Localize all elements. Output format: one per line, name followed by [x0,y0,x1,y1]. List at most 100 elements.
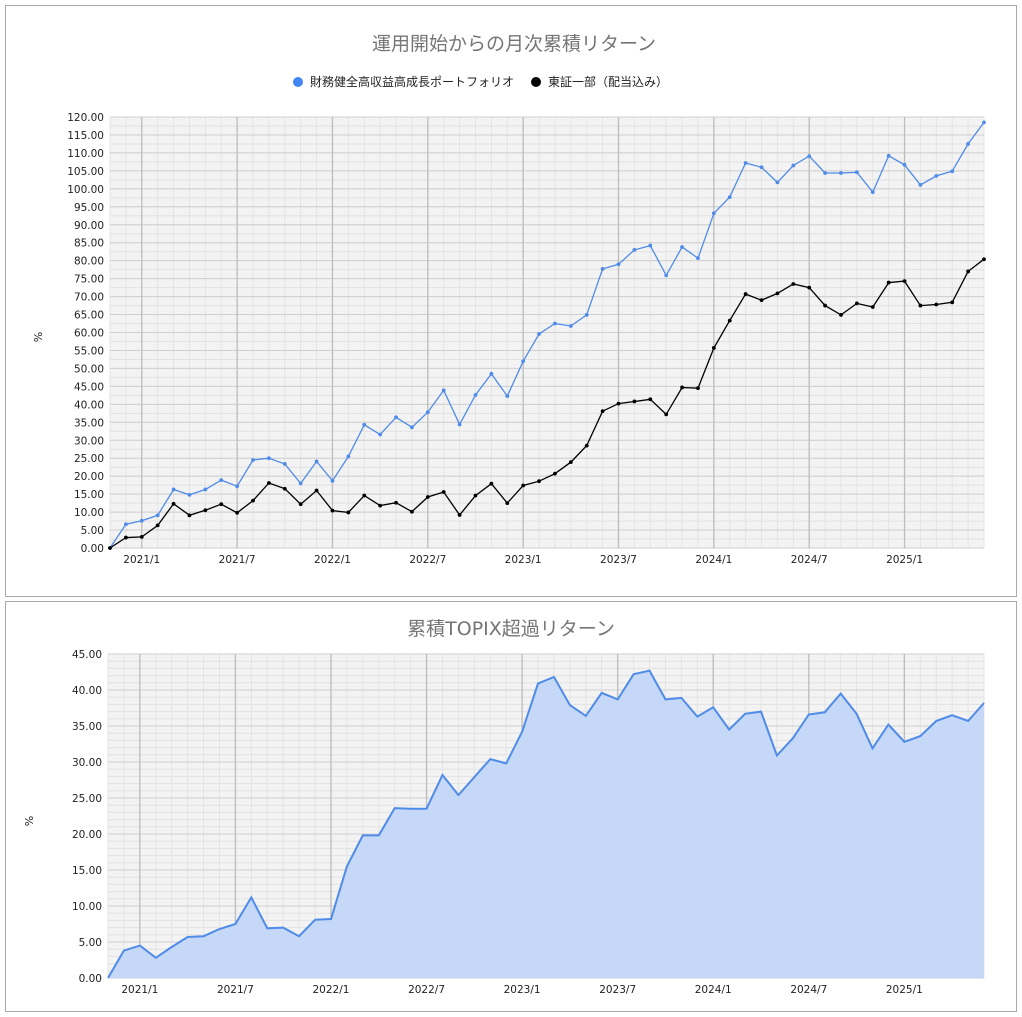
data-point [775,180,780,185]
data-point [187,513,192,518]
data-point [139,534,144,539]
y-tick-label: 80.00 [74,256,104,268]
data-point [791,163,796,168]
data-point [727,195,732,199]
y-tick-label: 0.00 [81,543,104,555]
x-tick-label: 2022/7 [409,554,446,566]
x-tick-label: 2021/1 [123,554,160,566]
data-point [203,508,208,513]
legend-label: 東証一部（配当込み） [548,74,668,89]
y-tick-label: 45.00 [72,649,102,661]
x-tick-label: 2023/7 [600,554,637,566]
data-point [886,153,891,158]
data-point [711,211,716,216]
data-point [934,174,939,178]
data-point [696,386,700,391]
data-point [966,269,971,274]
y-tick-label: 60.00 [74,328,104,340]
data-point [298,502,303,507]
data-point [521,359,526,364]
y-tick-label: 115.00 [67,130,104,142]
x-tick-label: 2024/1 [695,554,732,566]
data-point [425,410,430,415]
x-tick-label: 2023/1 [505,554,542,566]
data-point [219,478,224,483]
data-point [870,190,875,194]
legend-marker [531,77,542,87]
data-point [600,409,605,414]
data-point [680,245,684,249]
data-point [727,318,732,323]
data-point [410,425,414,430]
data-point [584,313,589,317]
data-point [362,422,367,427]
data-point [171,501,176,506]
data-point [823,171,827,175]
data-point [473,493,478,498]
data-point [203,487,208,492]
y-tick-label: 20.00 [72,829,102,841]
legend-label: 財務健全高収益高成長ポートフォリオ [310,74,514,89]
data-point [123,522,128,527]
data-point [807,285,812,290]
data-point [123,535,128,540]
data-point [902,162,907,167]
y-tick-label: 45.00 [74,381,104,393]
x-tick-label: 2024/7 [790,984,827,996]
y-tick-label: 25.00 [74,453,104,465]
y-tick-label: 30.00 [72,757,102,769]
data-point [854,301,859,306]
x-tick-label: 2022/1 [314,554,351,566]
data-point [187,492,192,497]
y-tick-label: 85.00 [74,238,104,250]
data-point [362,493,367,498]
x-tick-label: 2024/1 [695,984,732,996]
data-point [457,422,462,427]
y-tick-label: 0.00 [79,973,102,985]
data-point [378,503,383,508]
data-point [267,481,271,485]
data-point [664,273,669,278]
data-point [568,460,573,465]
data-point [918,182,923,187]
data-point [330,478,335,483]
y-tick-label: 15.00 [72,865,102,877]
data-point [235,484,240,489]
data-point [632,399,637,404]
data-point [823,303,827,308]
y-tick-label: 20.00 [74,471,104,483]
data-point [664,412,669,417]
data-point [155,513,160,518]
data-point [632,247,637,252]
data-point [648,397,653,402]
data-point [155,523,160,528]
y-tick-label: 90.00 [74,220,104,232]
x-tick-label: 2023/7 [599,984,636,996]
data-point [553,321,557,326]
x-tick-label: 2021/1 [121,984,158,996]
x-tick-label: 2025/1 [886,554,923,566]
y-tick-label: 10.00 [74,507,104,519]
excess-return-chart: 0.00 5.00 10.00 15.00 20.00 25.00 30.00 35.00 40… [23,618,985,996]
data-point [918,303,923,308]
data-point [648,243,653,248]
x-tick-label: 2022/1 [313,984,350,996]
y-tick-label: 65.00 [74,310,104,322]
data-point [171,487,176,492]
data-point [775,291,780,296]
y-tick-label: 120.00 [67,112,104,124]
data-point [505,394,510,398]
data-point [346,454,351,459]
data-point [743,292,748,296]
data-point [600,267,605,271]
data-point [219,502,224,507]
data-point [886,280,891,285]
data-point [537,332,541,336]
chart-title: 累積TOPIX超過リターン [407,618,615,640]
y-tick-label: 40.00 [72,685,102,697]
data-point [298,481,303,486]
data-point [616,262,621,267]
area-line [107,669,985,979]
data-point [966,142,971,146]
data-point [680,385,684,390]
